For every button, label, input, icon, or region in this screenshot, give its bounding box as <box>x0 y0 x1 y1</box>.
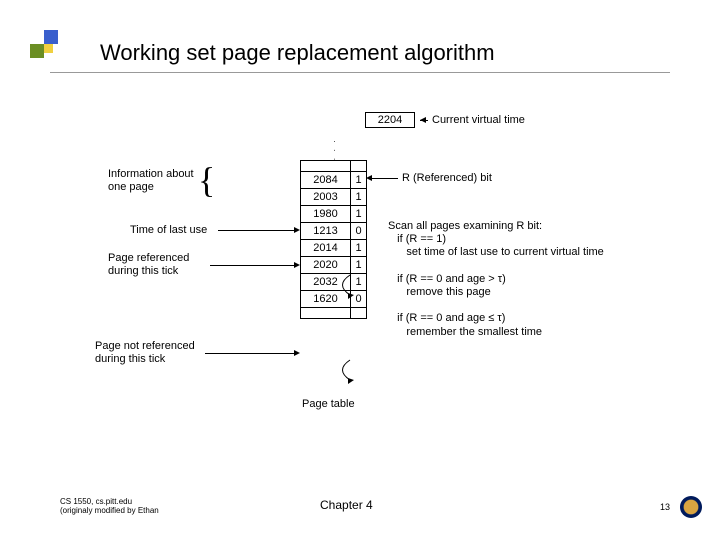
page-notref-tick-label: Page not referenced during this tick <box>95 340 195 366</box>
r-bit-label: R (Referenced) bit <box>402 172 492 185</box>
brace-icon: { <box>198 162 215 198</box>
current-virtual-time-box: 2204 <box>365 112 415 128</box>
arrow <box>205 353 296 354</box>
footer-left: CS 1550, cs.pitt.edu (originaly modified… <box>60 498 159 516</box>
arrow <box>218 230 296 231</box>
scan-text: Scan all pages examining R bit: if (R ==… <box>388 220 604 339</box>
cvt-label: Current virtual time <box>432 114 525 127</box>
arrow <box>210 265 296 266</box>
footer: CS 1550, cs.pitt.edu (originaly modified… <box>0 498 720 528</box>
page-ref-tick-label: Page referenced during this tick <box>108 252 189 278</box>
deco-square <box>30 44 44 58</box>
footer-line2: (originaly modified by Ethan <box>60 507 159 516</box>
diagram: 2204 Current virtual time · · · 20841200… <box>0 100 720 460</box>
seal-icon <box>680 496 702 518</box>
slide-title: Working set page replacement algorithm <box>100 40 495 66</box>
time-last-use-label: Time of last use <box>130 224 207 237</box>
info-page-label: Information about one page <box>108 168 194 194</box>
footer-center: Chapter 4 <box>320 498 373 512</box>
arrow-head <box>420 117 426 123</box>
curve-arrows <box>300 160 380 400</box>
deco-square <box>44 30 58 44</box>
footer-page-number: 13 <box>660 502 670 512</box>
title-underline <box>50 72 670 73</box>
deco-square <box>44 44 53 53</box>
